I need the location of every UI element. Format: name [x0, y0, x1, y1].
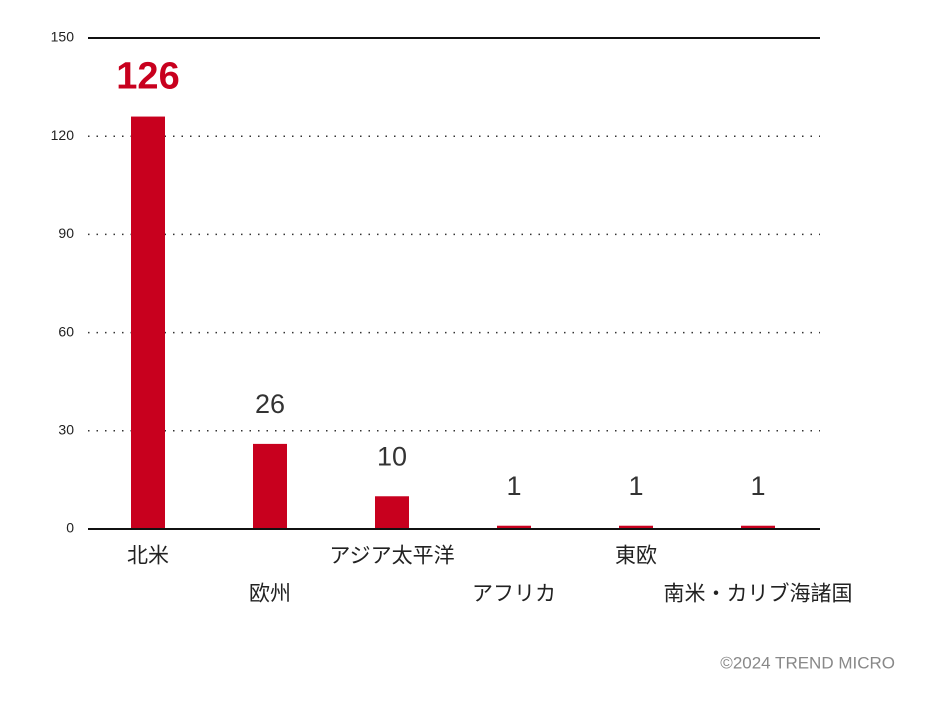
y-tick-label: 30 [58, 422, 74, 438]
bar [619, 525, 653, 529]
x-tick-label: アジア太平洋 [329, 545, 454, 568]
bar [375, 496, 409, 529]
y-tick-label: 150 [51, 29, 75, 45]
value-label: 126 [116, 56, 179, 98]
y-tick-label: 120 [51, 127, 75, 143]
y-tick-label: 0 [66, 520, 74, 536]
y-tick-label: 90 [58, 225, 74, 241]
bar [253, 443, 287, 529]
x-tick-label: 南米・カリブ海諸国 [664, 583, 853, 606]
x-tick-label: 欧州 [249, 583, 291, 606]
x-tick-label: アフリカ [472, 583, 556, 606]
value-label: 1 [506, 471, 521, 501]
value-label: 1 [628, 471, 643, 501]
value-label: 26 [255, 389, 285, 419]
bar [131, 116, 165, 529]
x-tick-label: 北米 [127, 545, 169, 568]
value-label: 10 [377, 441, 407, 471]
y-tick-label: 60 [58, 323, 74, 339]
bar [497, 525, 531, 529]
value-label: 1 [750, 471, 765, 501]
bar [741, 525, 775, 529]
credit: ©2024 TREND MICRO [720, 653, 895, 672]
x-tick-label: 東欧 [615, 545, 657, 568]
